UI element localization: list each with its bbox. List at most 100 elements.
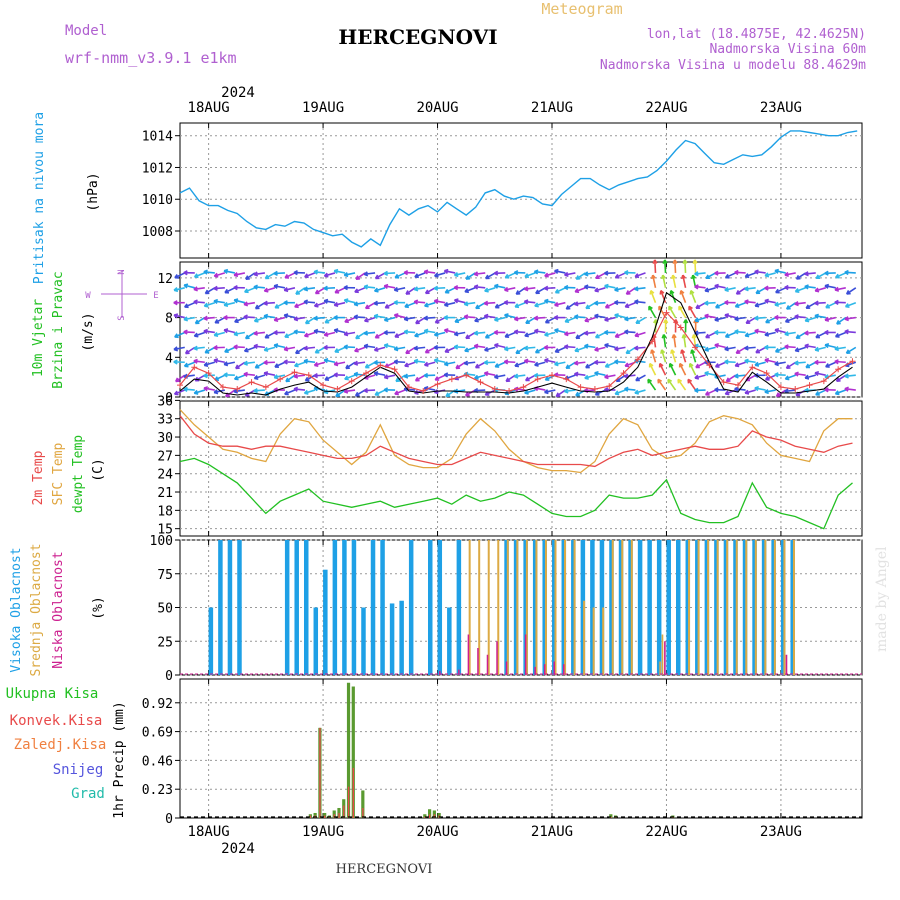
wind-arrow-head bbox=[254, 320, 259, 323]
wind-arrow bbox=[293, 388, 306, 391]
wind-gust-marker bbox=[577, 384, 584, 391]
wind-arrow bbox=[734, 316, 746, 320]
wind-arrow bbox=[484, 372, 496, 376]
wind-arrow bbox=[525, 316, 536, 324]
wind-arrow bbox=[435, 316, 446, 324]
wind-arrow-head bbox=[304, 335, 309, 338]
wind-arrow bbox=[714, 284, 726, 289]
wind-arrow-head bbox=[754, 330, 759, 334]
wind-arrow-head bbox=[444, 363, 449, 367]
xtick-label-bottom: 18AUG bbox=[188, 824, 230, 840]
wind-arrow bbox=[355, 272, 366, 280]
wind-arrow bbox=[194, 331, 206, 337]
wind-gust-marker bbox=[677, 324, 684, 331]
high-cloud-bar bbox=[599, 540, 605, 675]
wind-arrow-head bbox=[564, 274, 569, 277]
wind-arrow bbox=[414, 346, 426, 350]
wind-arrow bbox=[575, 272, 586, 280]
high-cloud-bar bbox=[742, 540, 748, 675]
wind-arrow bbox=[634, 272, 646, 278]
wind-arrow-head bbox=[795, 290, 800, 293]
wind-arrow bbox=[354, 287, 366, 293]
wind-arrow bbox=[183, 388, 195, 391]
wind-arrow bbox=[464, 301, 476, 306]
wind-arrow-head bbox=[213, 391, 219, 395]
low-cloud-bar bbox=[477, 648, 479, 675]
wind-arrow bbox=[394, 346, 406, 351]
wind-arrow bbox=[795, 331, 807, 339]
wind-arrow-head bbox=[754, 305, 760, 308]
high-cloud-bar bbox=[580, 540, 586, 675]
wind-arrow bbox=[323, 287, 336, 290]
wind-arrow-head bbox=[714, 285, 719, 289]
wind-arrow bbox=[724, 346, 736, 351]
wind-arrow bbox=[234, 316, 246, 323]
wind-arrow bbox=[815, 331, 827, 339]
wind-arrow bbox=[404, 330, 416, 334]
wind-arrow-head bbox=[264, 290, 269, 293]
wind-arrow bbox=[314, 301, 326, 307]
wind-arrow-head bbox=[824, 285, 829, 289]
high-cloud-bar bbox=[685, 540, 691, 675]
wind-arrow-head bbox=[624, 318, 629, 322]
wind-arrow bbox=[194, 272, 206, 278]
wind-arrow bbox=[364, 389, 376, 392]
wind-arrow-head bbox=[694, 377, 700, 380]
wind-arrow bbox=[404, 301, 416, 308]
wind-arrow-head bbox=[774, 316, 779, 321]
wind-arrow-head bbox=[403, 271, 408, 276]
wind-arrow-head bbox=[814, 361, 819, 366]
top-year: 2024 bbox=[221, 85, 255, 101]
wind-arrow bbox=[744, 287, 756, 290]
wind-arrow-head bbox=[273, 376, 279, 380]
wind-arrow bbox=[514, 361, 526, 367]
wind-arrow-head bbox=[213, 287, 218, 291]
ytick-label-precip: 0.69 bbox=[142, 726, 173, 741]
wind-arrow bbox=[690, 290, 697, 303]
wind-arrow-head bbox=[744, 392, 750, 395]
wind-arrow-head bbox=[434, 334, 439, 337]
ytick-label-precip: 0.92 bbox=[142, 697, 173, 712]
mid-cloud-bar bbox=[592, 607, 595, 675]
wind-arrow bbox=[694, 259, 697, 273]
wind-arrow bbox=[324, 359, 336, 364]
conv-precip-bar bbox=[309, 815, 312, 818]
wind-arrow-head bbox=[353, 316, 358, 320]
wind-gust-marker bbox=[334, 386, 341, 393]
wind-arrow-head bbox=[764, 346, 769, 350]
wind-arrow bbox=[394, 287, 406, 291]
wind-arrow bbox=[465, 389, 476, 397]
wind-arrow-head bbox=[735, 305, 740, 308]
wind-arrow-head bbox=[604, 331, 609, 336]
wind-arrow-head bbox=[383, 272, 389, 276]
wind-arrow-head bbox=[173, 289, 179, 293]
high-cloud-bar bbox=[714, 540, 719, 675]
wind-arrow bbox=[304, 389, 316, 395]
wind-arrow-head bbox=[689, 290, 692, 295]
wind-arrow bbox=[584, 272, 596, 276]
mid-cloud-bar bbox=[688, 540, 691, 675]
wind-arrow bbox=[214, 316, 226, 324]
wind-arrow bbox=[474, 316, 486, 322]
mid-cloud-bar bbox=[754, 540, 757, 675]
wind-arrow-head bbox=[383, 389, 388, 393]
wind-arrow bbox=[734, 271, 746, 274]
wind-arrow bbox=[304, 331, 316, 337]
wind-arrow bbox=[524, 300, 536, 304]
wind-arrow-head bbox=[403, 375, 409, 379]
wind-arrow bbox=[715, 361, 726, 368]
wind-arrow-head bbox=[233, 286, 238, 291]
cloud-bar bbox=[676, 668, 678, 675]
wind-arrow-head bbox=[614, 348, 619, 352]
wind-gust-marker bbox=[420, 388, 427, 395]
wind-arrow bbox=[354, 346, 366, 352]
wind-arrow bbox=[494, 374, 506, 379]
wind-arrow-head bbox=[694, 389, 699, 393]
wind-arrow-head bbox=[313, 375, 318, 379]
wind-arrow bbox=[474, 272, 486, 276]
ytick-label-temperature: 15 bbox=[157, 523, 173, 538]
wind-arrow bbox=[424, 387, 436, 391]
wind-arrow-head bbox=[805, 320, 810, 323]
mid-cloud-bar bbox=[516, 540, 519, 675]
wind-arrow-head bbox=[413, 360, 418, 364]
